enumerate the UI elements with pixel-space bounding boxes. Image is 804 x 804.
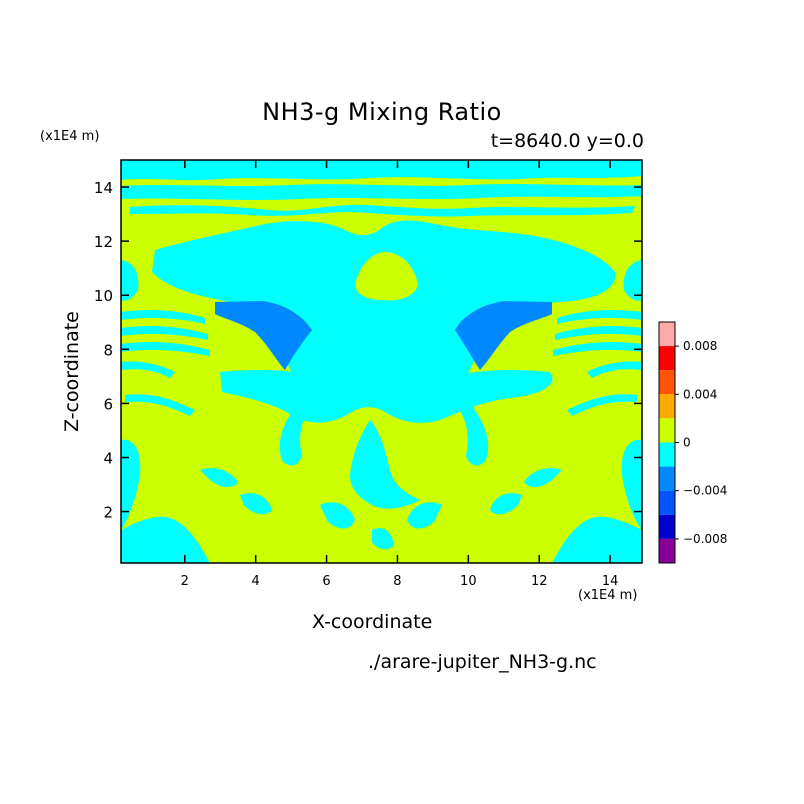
x-tick-label: 8	[393, 574, 401, 589]
colorbar-tick-label: 0.008	[683, 339, 717, 353]
colorbar-level	[659, 538, 675, 563]
y-tick-label: 10	[94, 287, 113, 305]
x-tick-label: 12	[531, 574, 548, 589]
contour-bottom-left	[121, 468, 272, 563]
contour-negative-left	[215, 301, 312, 370]
x-tick-label: 4	[252, 574, 260, 589]
contour-bottom-center	[320, 502, 442, 550]
x-tick-label: 6	[322, 574, 330, 589]
colorbar-tick-label: 0.004	[683, 387, 717, 401]
contour-band-upper	[121, 184, 642, 200]
y-tick-label: 8	[103, 341, 113, 359]
colorbar-level	[659, 442, 675, 467]
y-axis-units: (x1E4 m)	[40, 129, 100, 144]
axes: 2 4 6 8 10 12 14 2 4 6 8 10 12 14	[94, 160, 642, 589]
colorbar-level	[659, 514, 675, 539]
colorbar-level	[659, 466, 675, 491]
contour-left-edge	[121, 260, 141, 530]
contour-left-stripes	[121, 310, 210, 416]
colorbar-level	[659, 418, 675, 443]
y-tick-label: 12	[94, 233, 113, 251]
y-tick-label: 14	[94, 179, 113, 197]
colorbar-level	[659, 490, 675, 515]
x-axis-units: (x1E4 m)	[578, 588, 638, 603]
chart-title: NH3-g Mixing Ratio	[262, 98, 502, 126]
y-tick-label: 6	[103, 395, 113, 413]
contour-central-stem	[350, 420, 420, 509]
colorbar-level	[659, 394, 675, 419]
y-tick-label: 4	[103, 450, 113, 468]
x-axis-label: X-coordinate	[312, 611, 433, 633]
x-tick-label: 10	[460, 574, 477, 589]
colorbar-tick-label: 0	[683, 436, 691, 450]
contour-negative-right	[455, 301, 552, 370]
y-tick-label: 2	[103, 504, 113, 522]
contour-band-upper2	[130, 204, 635, 217]
contour-right-edge	[621, 260, 642, 530]
source-file-label: ./arare-jupiter_NH3-g.nc	[368, 651, 597, 673]
contour-band-top	[121, 160, 642, 180]
contour-central-plume	[152, 220, 616, 395]
colorbar: 0.008 0.004 0 −0.004 −0.008	[658, 321, 727, 564]
colorbar-tick-label: −0.008	[683, 532, 727, 546]
contour-right-stripes	[553, 310, 642, 416]
contour-left-arc	[279, 400, 312, 466]
contour-central-hole	[355, 252, 418, 301]
contour-field	[121, 160, 642, 563]
x-tick-label: 2	[181, 574, 189, 589]
chart-subtitle: t=8640.0 y=0.0	[490, 130, 644, 152]
colorbar-level	[659, 322, 675, 347]
colorbar-level	[659, 370, 675, 395]
contour-bottom-right	[490, 468, 642, 563]
colorbar-level	[659, 346, 675, 371]
plot-frame	[120, 159, 643, 564]
x-tick-label: 14	[602, 574, 619, 589]
contour-right-arc	[456, 400, 489, 466]
colorbar-tick-label: −0.004	[683, 484, 727, 498]
